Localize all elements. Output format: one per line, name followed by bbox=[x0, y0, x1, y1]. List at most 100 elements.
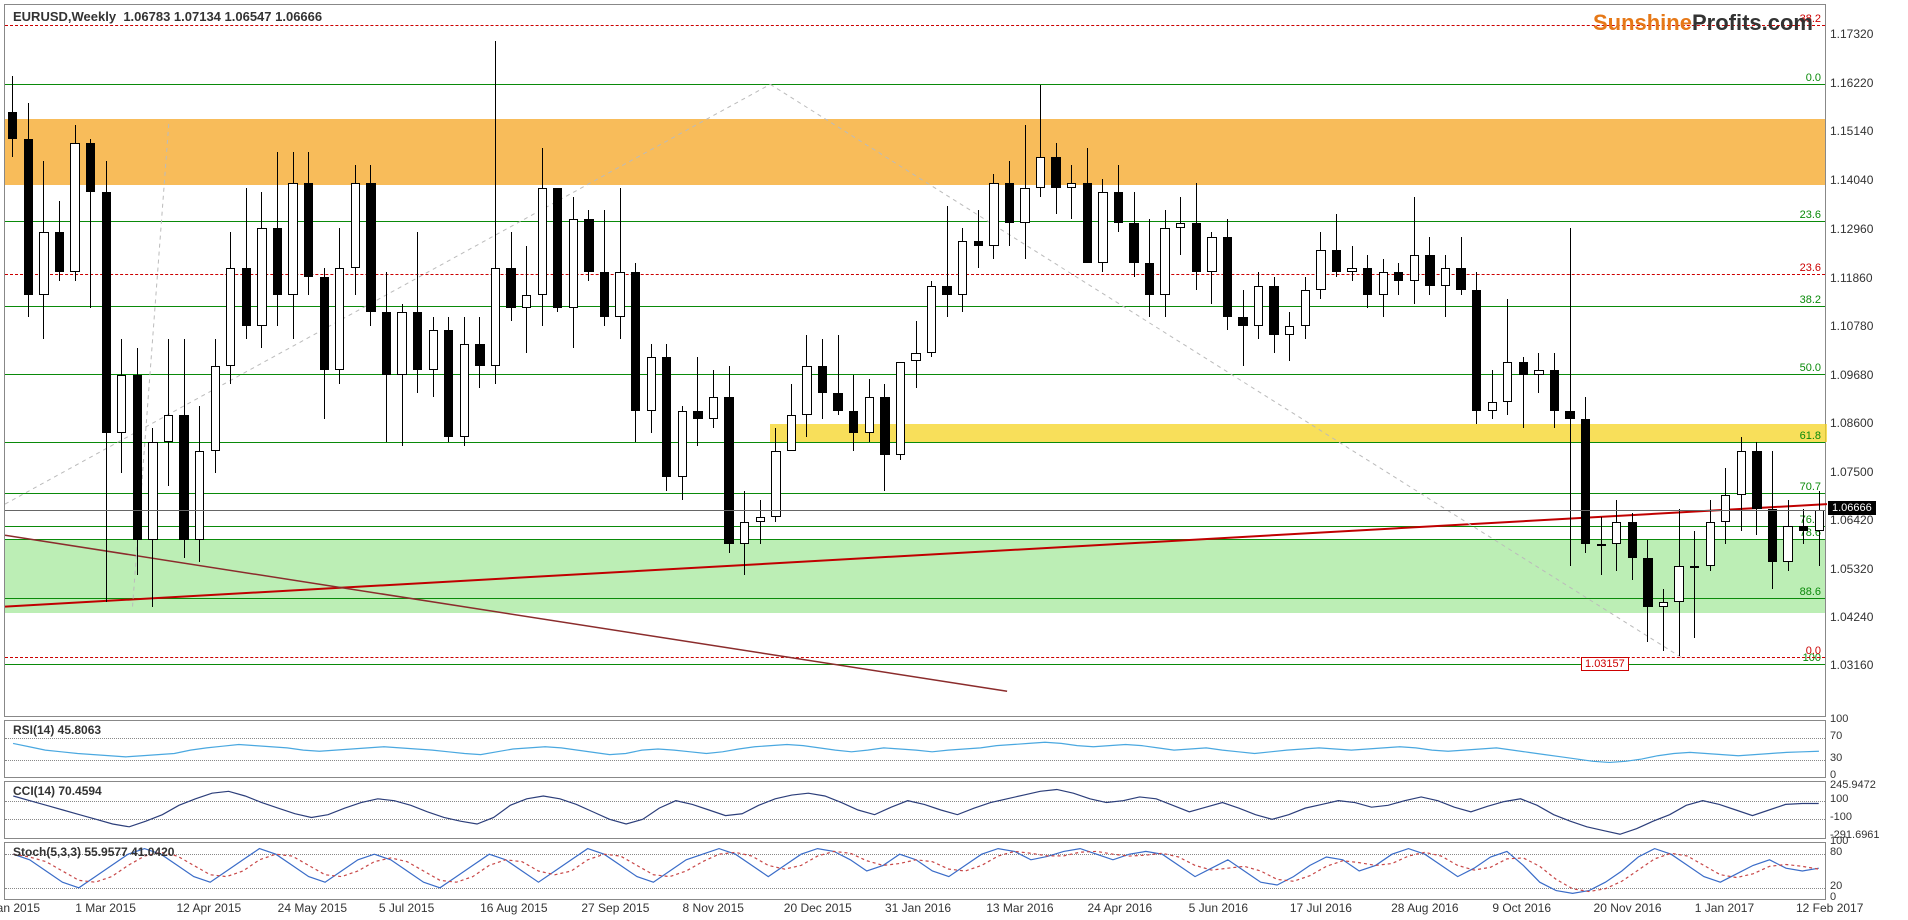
candle-wick bbox=[1570, 228, 1571, 567]
candle-body bbox=[849, 411, 858, 433]
candle-body bbox=[1534, 370, 1543, 374]
y-tick: 1.08600 bbox=[1830, 416, 1873, 430]
candle-wick bbox=[697, 357, 698, 446]
fib-label: 0.0 bbox=[1806, 645, 1821, 657]
fib-line-green bbox=[5, 526, 1825, 527]
candle-body bbox=[1347, 268, 1356, 272]
y-tick: 1.11860 bbox=[1830, 271, 1873, 285]
y-tick: 1.05320 bbox=[1830, 562, 1873, 576]
y-tick: 1.09680 bbox=[1830, 368, 1873, 382]
candle-body bbox=[1456, 268, 1465, 290]
y-axis-cci: 245.9472100-100-291.6961 bbox=[1830, 781, 1904, 839]
candle-body bbox=[133, 375, 142, 540]
candle-body bbox=[273, 228, 282, 295]
x-tick: 5 Jun 2016 bbox=[1189, 901, 1248, 915]
candle-body bbox=[880, 397, 889, 455]
candle-body bbox=[693, 411, 702, 420]
x-tick: 8 Nov 2015 bbox=[683, 901, 744, 915]
candle-wick bbox=[1445, 255, 1446, 317]
x-tick: 24 Apr 2016 bbox=[1087, 901, 1152, 915]
candle-body bbox=[491, 268, 500, 366]
candle-body bbox=[1768, 509, 1777, 562]
candle-body bbox=[522, 295, 531, 308]
candle-body bbox=[1597, 544, 1606, 546]
candle-body bbox=[1488, 402, 1497, 411]
candle-body bbox=[1425, 255, 1434, 286]
candle-body bbox=[70, 143, 79, 272]
candle-body bbox=[1612, 522, 1621, 544]
candle-body bbox=[413, 312, 422, 370]
x-tick: 16 Aug 2015 bbox=[480, 901, 547, 915]
candle-body bbox=[678, 411, 687, 478]
candle-body bbox=[818, 366, 827, 393]
x-tick: 27 Sep 2015 bbox=[581, 901, 649, 915]
y-tick: 245.9472 bbox=[1830, 779, 1876, 791]
candle-wick bbox=[760, 500, 761, 545]
candle-body bbox=[1020, 188, 1029, 224]
candle-body bbox=[1581, 419, 1590, 544]
candle-body bbox=[584, 219, 593, 272]
candle-body bbox=[896, 362, 905, 456]
candle-body bbox=[600, 272, 609, 317]
y-tick: 1.14040 bbox=[1830, 173, 1873, 187]
x-tick: 24 May 2015 bbox=[278, 901, 347, 915]
rsi-chart[interactable]: RSI(14) 45.8063 bbox=[4, 720, 1826, 778]
x-tick: 1 Jan 2017 bbox=[1695, 901, 1754, 915]
candle-body bbox=[1519, 362, 1528, 375]
candle-wick bbox=[1071, 165, 1072, 218]
candle-body bbox=[382, 312, 391, 374]
candle-body bbox=[320, 277, 329, 371]
candle-body bbox=[833, 393, 842, 411]
candle-body bbox=[39, 232, 48, 294]
stoch-label: Stoch(5,3,3) 55.9577 41.0420 bbox=[13, 845, 174, 859]
candle-body bbox=[288, 183, 297, 294]
candle-body bbox=[1659, 602, 1668, 606]
x-tick: 12 Apr 2015 bbox=[176, 901, 241, 915]
candle-body bbox=[1160, 228, 1169, 295]
candle-body bbox=[1628, 522, 1637, 558]
candle-body bbox=[553, 188, 562, 308]
current-price-label: 1.06666 bbox=[1828, 501, 1876, 515]
x-tick: 20 Nov 2016 bbox=[1594, 901, 1662, 915]
x-tick: 13 Mar 2016 bbox=[986, 901, 1053, 915]
candle-body bbox=[211, 366, 220, 451]
candle-body bbox=[429, 330, 438, 370]
candle-body bbox=[1565, 411, 1574, 420]
y-axis-main: 1.173201.162201.151401.140401.129601.118… bbox=[1830, 4, 1904, 717]
candle-wick bbox=[1414, 197, 1415, 304]
candle-body bbox=[335, 268, 344, 370]
candle-body bbox=[148, 442, 157, 540]
stoch-chart[interactable]: Stoch(5,3,3) 55.9577 41.0420 bbox=[4, 842, 1826, 900]
candle-body bbox=[506, 268, 515, 308]
low-price-label: 1.03157 bbox=[1581, 657, 1629, 671]
candle-body bbox=[1114, 192, 1123, 223]
candle-wick bbox=[1694, 531, 1695, 638]
candle-body bbox=[86, 143, 95, 192]
candle-wick bbox=[1601, 517, 1602, 575]
candle-body bbox=[724, 397, 733, 544]
x-tick: 20 Dec 2015 bbox=[784, 901, 852, 915]
y-tick: 100 bbox=[1830, 793, 1848, 805]
candle-body bbox=[662, 357, 671, 477]
candle-body bbox=[787, 415, 796, 451]
candle-body bbox=[8, 112, 17, 139]
x-tick: 9 Oct 2016 bbox=[1492, 901, 1551, 915]
y-tick: 20 bbox=[1830, 880, 1842, 892]
x-axis: 18 Jan 20151 Mar 201512 Apr 201524 May 2… bbox=[4, 901, 1826, 919]
candle-wick bbox=[978, 210, 979, 268]
candle-body bbox=[1129, 223, 1138, 263]
candle-body bbox=[226, 268, 235, 366]
x-tick: 28 Aug 2016 bbox=[1391, 901, 1458, 915]
candle-body bbox=[709, 397, 718, 419]
candle-body bbox=[1674, 566, 1683, 602]
candle-wick bbox=[1289, 312, 1290, 361]
fib-line-red bbox=[5, 25, 1825, 26]
candle-body bbox=[1316, 250, 1325, 290]
candle-body bbox=[1410, 255, 1419, 282]
candle-body bbox=[1207, 237, 1216, 273]
y-tick: 1.06420 bbox=[1830, 513, 1873, 527]
main-chart[interactable]: EURUSD,Weekly 1.06783 1.07134 1.06547 1.… bbox=[4, 4, 1826, 717]
y-tick: 100 bbox=[1830, 713, 1848, 725]
cci-chart[interactable]: CCI(14) 70.4594 bbox=[4, 781, 1826, 839]
fib-line-green bbox=[5, 442, 1825, 443]
